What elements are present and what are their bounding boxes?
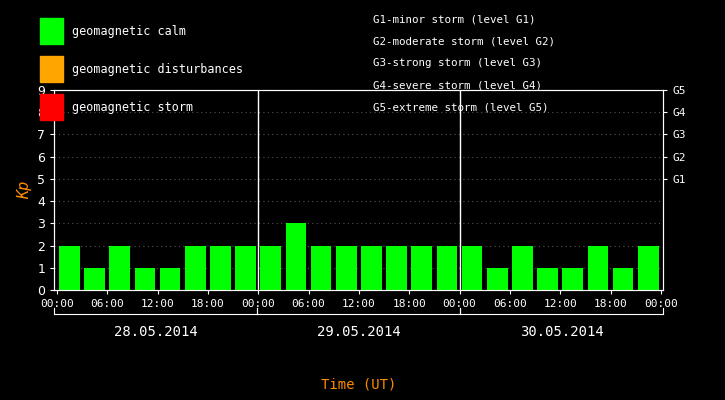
Text: 29.05.2014: 29.05.2014 — [317, 325, 401, 339]
Bar — [638, 246, 658, 290]
Text: G3-strong storm (level G3): G3-strong storm (level G3) — [373, 58, 542, 68]
Text: 28.05.2014: 28.05.2014 — [114, 325, 198, 339]
Bar — [336, 246, 357, 290]
Text: geomagnetic calm: geomagnetic calm — [72, 24, 186, 38]
Text: G2-moderate storm (level G2): G2-moderate storm (level G2) — [373, 36, 555, 46]
Text: 30.05.2014: 30.05.2014 — [520, 325, 604, 339]
Text: G4-severe storm (level G4): G4-severe storm (level G4) — [373, 80, 542, 90]
Bar — [59, 246, 80, 290]
Bar — [210, 246, 231, 290]
Bar — [613, 268, 634, 290]
Text: G1-minor storm (level G1): G1-minor storm (level G1) — [373, 14, 536, 24]
Bar — [537, 268, 558, 290]
Bar — [109, 246, 130, 290]
Bar — [436, 246, 457, 290]
Bar — [260, 246, 281, 290]
Bar — [588, 246, 608, 290]
Bar — [487, 268, 508, 290]
Bar — [236, 246, 256, 290]
Bar — [462, 246, 482, 290]
Y-axis label: Kp: Kp — [17, 181, 32, 199]
Bar — [185, 246, 206, 290]
Text: geomagnetic storm: geomagnetic storm — [72, 100, 193, 114]
Bar — [135, 268, 155, 290]
Text: Time (UT): Time (UT) — [321, 377, 397, 391]
Bar — [386, 246, 407, 290]
Bar — [563, 268, 583, 290]
Bar — [84, 268, 105, 290]
Bar — [412, 246, 432, 290]
Text: geomagnetic disturbances: geomagnetic disturbances — [72, 62, 243, 76]
Bar — [160, 268, 181, 290]
Bar — [512, 246, 533, 290]
Bar — [286, 223, 306, 290]
Bar — [311, 246, 331, 290]
Text: G5-extreme storm (level G5): G5-extreme storm (level G5) — [373, 102, 549, 112]
Bar — [361, 246, 382, 290]
